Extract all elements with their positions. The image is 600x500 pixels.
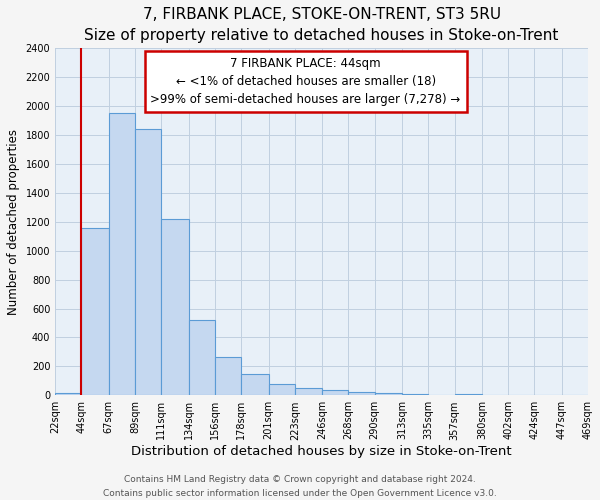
Bar: [188, 320, 215, 396]
Bar: [241, 374, 269, 396]
Bar: [55, 392, 82, 396]
Bar: [322, 390, 349, 396]
Bar: [109, 114, 135, 396]
Bar: [402, 394, 428, 396]
Bar: [82, 228, 109, 396]
Bar: [455, 394, 482, 396]
Bar: [508, 394, 535, 396]
Bar: [269, 384, 295, 396]
Bar: [135, 129, 161, 396]
Bar: [349, 392, 374, 396]
Title: 7, FIRBANK PLACE, STOKE-ON-TRENT, ST3 5RU
Size of property relative to detached : 7, FIRBANK PLACE, STOKE-ON-TRENT, ST3 5R…: [85, 7, 559, 43]
Bar: [161, 219, 188, 396]
Text: 7 FIRBANK PLACE: 44sqm
← <1% of detached houses are smaller (18)
>99% of semi-de: 7 FIRBANK PLACE: 44sqm ← <1% of detached…: [151, 57, 461, 106]
Y-axis label: Number of detached properties: Number of detached properties: [7, 129, 20, 315]
Bar: [215, 357, 241, 396]
Bar: [295, 388, 322, 396]
Text: Contains HM Land Registry data © Crown copyright and database right 2024.
Contai: Contains HM Land Registry data © Crown c…: [103, 476, 497, 498]
Bar: [374, 392, 402, 396]
X-axis label: Distribution of detached houses by size in Stoke-on-Trent: Distribution of detached houses by size …: [131, 445, 512, 458]
